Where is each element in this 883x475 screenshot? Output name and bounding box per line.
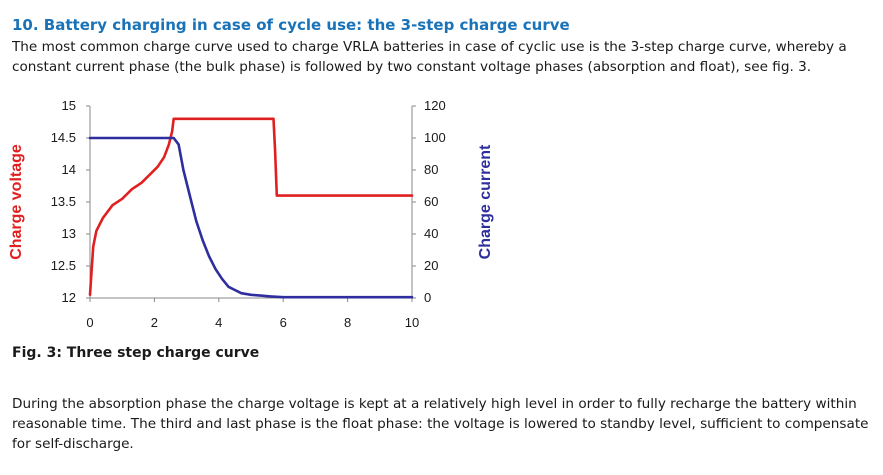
y-left-tick-label: 12.5 — [51, 258, 76, 273]
body-paragraph: During the absorption phase the charge v… — [12, 396, 869, 452]
y-right-tick-label: 60 — [424, 194, 438, 209]
y-left-tick-label: 14.5 — [51, 130, 76, 145]
y-left-tick-label: 12 — [62, 290, 76, 305]
y-left-tick-label: 13.5 — [51, 194, 76, 209]
axes — [86, 105, 416, 302]
y-left-axis-title: Charge voltage — [8, 144, 25, 260]
y-right-tick-label: 80 — [424, 162, 438, 177]
section-heading: 10. Battery charging in case of cycle us… — [12, 16, 570, 34]
charge-current-line — [88, 136, 414, 299]
x-tick-label: 8 — [344, 315, 351, 330]
x-tick-label: 10 — [405, 315, 419, 330]
x-tick-label: 2 — [151, 315, 158, 330]
x-tick-label: 4 — [215, 315, 222, 330]
y-left-tick-label: 14 — [62, 162, 76, 177]
charge-curve-chart: 15 14.5 14 13.5 13 12.5 12 120 100 80 60 40 20 0 0 2 4 6 8… — [8, 98, 494, 330]
y-right-axis-title: Charge current — [477, 144, 494, 259]
y-right-tick-label: 120 — [424, 98, 446, 113]
y-left-tick-label: 15 — [62, 98, 76, 113]
figure-caption: Fig. 3: Three step charge curve — [12, 345, 260, 361]
y-left-tick-label: 13 — [62, 226, 76, 241]
y-right-tick-label: 40 — [424, 226, 438, 241]
x-tick-label: 0 — [86, 315, 93, 330]
y-right-tick-label: 20 — [424, 258, 438, 273]
charge-voltage-line — [88, 117, 414, 297]
intro-paragraph: The most common charge curve used to cha… — [12, 39, 847, 75]
tick-labels: 15 14.5 14 13.5 13 12.5 12 120 100 80 60 40 20 0 0 2 4 6 8… — [8, 98, 494, 330]
y-right-tick-label: 100 — [424, 130, 446, 145]
series-layer — [88, 117, 414, 299]
x-tick-label: 6 — [280, 315, 287, 330]
y-right-tick-label: 0 — [424, 290, 431, 305]
